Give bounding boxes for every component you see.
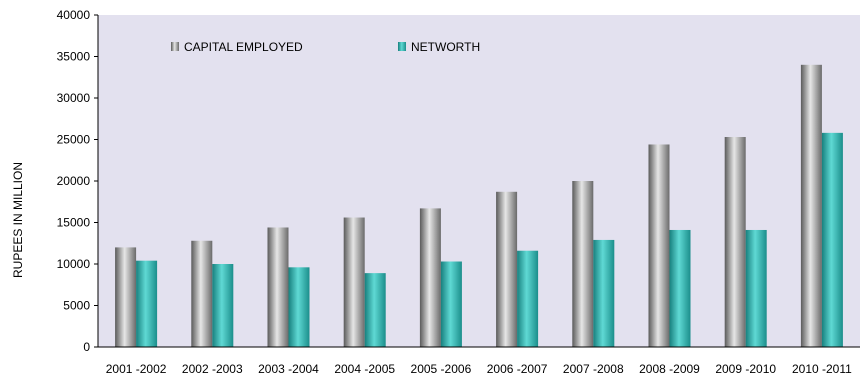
bar-capital-employed-2001-2002 [115,247,137,347]
bar-capital-employed-2006-2007 [496,191,518,347]
y-tick-label: 40000 [57,8,91,22]
y-tick-label: 10000 [57,257,91,271]
bar-networth-2003-2004 [288,267,310,347]
legend: CAPITAL EMPLOYED NETWORTH [171,40,480,54]
bar-capital-employed-2007-2008 [572,181,594,347]
x-tick-label: 2003 -2004 [258,362,319,376]
bar-capital-employed-2004-2005 [343,217,365,347]
y-tick-label: 35000 [57,50,91,64]
bar-capital-employed-2002-2003 [191,240,213,347]
y-tick-label: 25000 [57,133,91,147]
bar-networth-2008-2009 [669,229,691,347]
x-tick-label: 2007 -2008 [563,362,624,376]
x-tick-label: 2005 -2006 [411,362,472,376]
bar-networth-2007-2008 [593,239,615,347]
legend-label-capital-employed: CAPITAL EMPLOYED [184,40,303,54]
legend-label-networth: NETWORTH [411,40,480,54]
legend-swatch-capital-employed [171,42,179,51]
bar-networth-2006-2007 [517,250,539,347]
x-tick-label: 2008 -2009 [639,362,700,376]
bar-networth-2004-2005 [364,273,386,347]
x-tick-label: 2002 -2003 [182,362,243,376]
y-tick-label: 5000 [63,299,90,313]
bar-networth-2005-2006 [440,261,462,347]
x-tick-label: 2010 -2011 [792,362,852,376]
bar-capital-employed-2010-2011 [800,64,822,348]
x-tick-label: 2001 -2002 [106,362,167,376]
bar-networth-2001-2002 [136,260,158,347]
bar-networth-2009-2010 [745,229,767,347]
y-tick-label: 30000 [57,91,91,105]
bar-capital-employed-2005-2006 [419,208,441,347]
bar-networth-2002-2003 [212,264,234,347]
legend-item-networth: NETWORTH [398,40,480,54]
y-tick-label: 15000 [57,216,91,230]
bar-capital-employed-2009-2010 [724,137,746,347]
bar-networth-2010-2011 [821,132,843,347]
y-tick-label: 0 [83,340,90,354]
x-tick-label: 2004 -2005 [334,362,395,376]
legend-item-capital-employed: CAPITAL EMPLOYED [171,40,303,54]
y-axis-label: RUPEES IN MILLION [11,162,25,278]
x-tick-label: 2009 -2010 [715,362,776,376]
x-tick-label: 2006 -2007 [487,362,548,376]
bar-capital-employed-2003-2004 [267,227,289,347]
legend-swatch-networth [398,42,406,51]
y-tick-label: 20000 [57,174,91,188]
bar-capital-employed-2008-2009 [648,144,670,347]
